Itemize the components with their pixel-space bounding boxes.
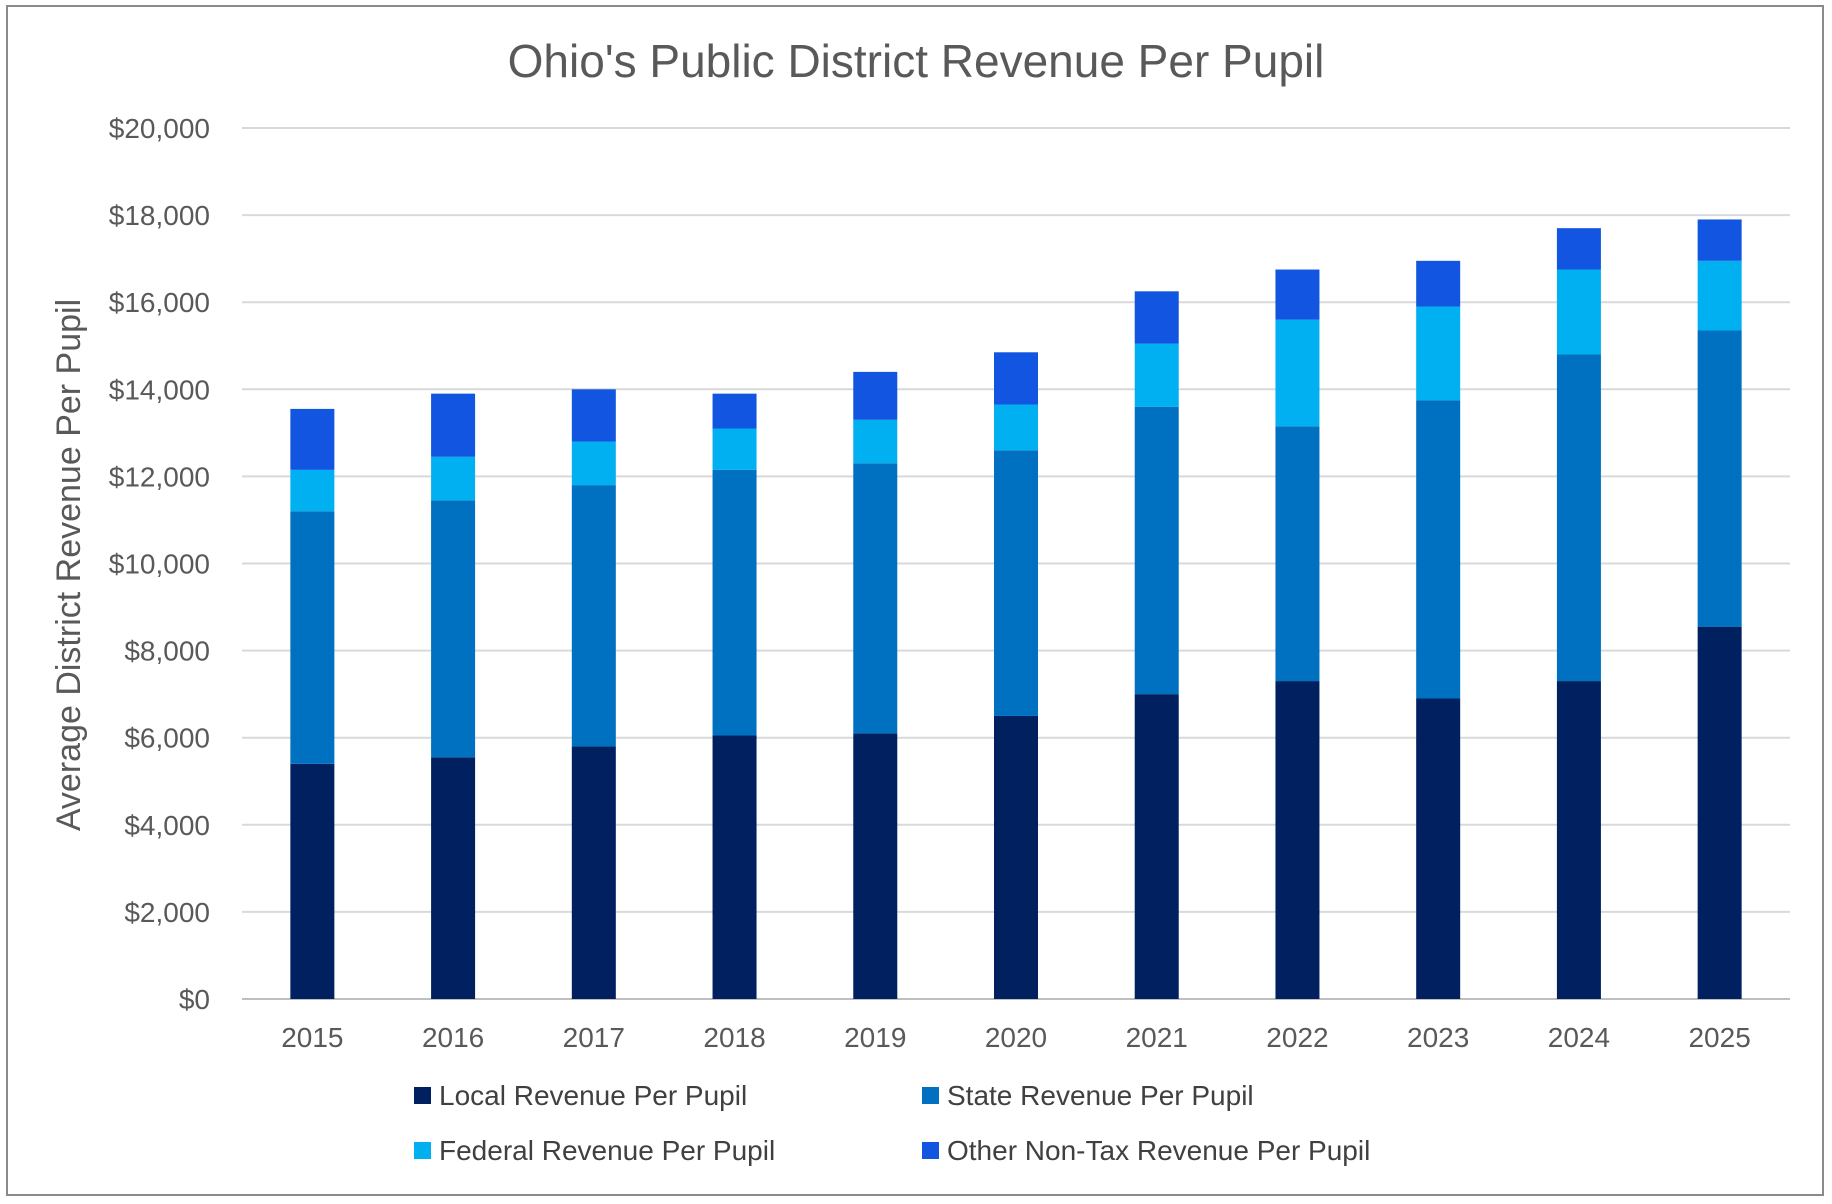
bar-segment bbox=[431, 757, 476, 999]
y-tick-label: $20,000 bbox=[109, 113, 210, 144]
bar-segment bbox=[1697, 330, 1742, 627]
bar-segment bbox=[1134, 406, 1179, 695]
y-axis-title: Average District Revenue Per Pupil bbox=[50, 299, 88, 831]
bar-segment bbox=[1556, 354, 1601, 682]
y-tick-label: $14,000 bbox=[109, 374, 210, 405]
bar-segment bbox=[290, 408, 335, 470]
bar-segment bbox=[994, 715, 1038, 999]
bar-segment bbox=[994, 352, 1038, 405]
bar-segment bbox=[853, 371, 898, 420]
bar-segment bbox=[853, 463, 898, 734]
bar-segment bbox=[1556, 228, 1601, 270]
bar-segment bbox=[1697, 626, 1742, 999]
y-tick-label: $18,000 bbox=[109, 200, 210, 231]
y-tick-label: $10,000 bbox=[109, 549, 210, 580]
y-tick-label: $0 bbox=[179, 984, 210, 1015]
x-tick-label: 2021 bbox=[1126, 1022, 1188, 1053]
legend: Local Revenue Per Pupil State Revenue Per… bbox=[414, 1080, 1370, 1166]
bar-segment bbox=[853, 733, 898, 999]
bar-segment bbox=[290, 763, 335, 999]
bar-segment bbox=[1416, 260, 1461, 307]
bar-segment bbox=[1134, 343, 1179, 407]
bar-segment bbox=[994, 450, 1038, 716]
bar-segment bbox=[1416, 400, 1461, 699]
legend-swatch bbox=[922, 1142, 939, 1159]
bar-segment bbox=[712, 393, 757, 429]
legend-label: Other Non-Tax Revenue Per Pupil bbox=[947, 1135, 1370, 1166]
x-tick-label: 2020 bbox=[985, 1022, 1047, 1053]
legend-label: State Revenue Per Pupil bbox=[947, 1080, 1254, 1111]
gridlines bbox=[242, 127, 1790, 1000]
x-tick-label: 2015 bbox=[281, 1022, 343, 1053]
bar-segment bbox=[1416, 306, 1461, 401]
legend-label: Federal Revenue Per Pupil bbox=[439, 1135, 775, 1166]
bar-segment bbox=[571, 441, 616, 486]
y-tick-label: $16,000 bbox=[109, 287, 210, 318]
x-tick-label: 2023 bbox=[1407, 1022, 1469, 1053]
bar-segment bbox=[1275, 319, 1320, 427]
x-tick-label: 2025 bbox=[1688, 1022, 1750, 1053]
legend-swatch bbox=[922, 1087, 939, 1104]
bar-segment bbox=[712, 735, 757, 999]
x-tick-label: 2018 bbox=[703, 1022, 765, 1053]
bars bbox=[290, 219, 1742, 999]
bar-segment bbox=[1556, 681, 1601, 999]
y-tick-label: $6,000 bbox=[124, 723, 210, 754]
bar-segment bbox=[571, 389, 616, 442]
bar-segment bbox=[1275, 426, 1320, 682]
x-tick-label: 2019 bbox=[844, 1022, 906, 1053]
legend-label: Local Revenue Per Pupil bbox=[439, 1080, 747, 1111]
x-tick-label: 2017 bbox=[563, 1022, 625, 1053]
bar-segment bbox=[1416, 698, 1461, 999]
y-tick-labels: $0 $2,000 $4,000 $6,000 $8,000 $10,000 $12,000… bbox=[109, 113, 210, 1015]
bar-segment bbox=[853, 419, 898, 464]
bar-segment bbox=[1134, 291, 1179, 344]
bar-segment bbox=[994, 404, 1038, 451]
bar-segment bbox=[712, 469, 757, 736]
bar-segment bbox=[290, 469, 335, 512]
legend-swatch bbox=[414, 1087, 431, 1104]
x-tick-label: 2022 bbox=[1266, 1022, 1328, 1053]
bar-segment bbox=[290, 511, 335, 764]
bar-segment bbox=[1556, 269, 1601, 355]
bar-segment bbox=[1275, 269, 1320, 320]
bar-segment bbox=[571, 485, 616, 747]
bar-segment bbox=[571, 746, 616, 999]
y-tick-label: $12,000 bbox=[109, 461, 210, 492]
bar-segment bbox=[431, 456, 476, 501]
bar-segment bbox=[1697, 219, 1742, 261]
chart-title: Ohio's Public District Revenue Per Pupil bbox=[508, 35, 1325, 87]
y-tick-label: $4,000 bbox=[124, 810, 210, 841]
x-tick-labels: 2015 2016 2017 2018 2019 2020 2021 2022 2023 2024… bbox=[281, 1022, 1751, 1053]
y-tick-label: $8,000 bbox=[124, 636, 210, 667]
x-tick-label: 2016 bbox=[422, 1022, 484, 1053]
bar-segment bbox=[1697, 260, 1742, 331]
bar-segment bbox=[431, 393, 476, 457]
x-tick-label: 2024 bbox=[1548, 1022, 1610, 1053]
bar-segment bbox=[1275, 681, 1320, 999]
bar-segment bbox=[712, 428, 757, 470]
legend-swatch bbox=[414, 1142, 431, 1159]
bar-segment bbox=[431, 500, 476, 758]
bar-segment bbox=[1134, 694, 1179, 999]
y-tick-label: $2,000 bbox=[124, 897, 210, 928]
